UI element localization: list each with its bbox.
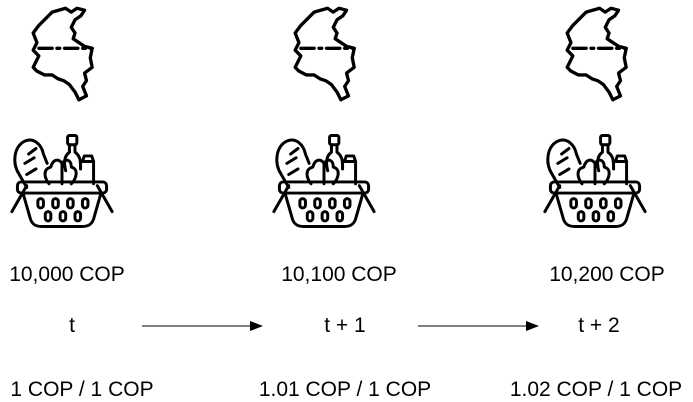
period-column-t2: 10,200 COP t + 2 1.02 COP / 1 COP xyxy=(510,0,693,401)
colombia-map-icon xyxy=(565,6,628,102)
period-column-t: 10,000 COP t 1 COP / 1 COP xyxy=(0,0,200,401)
period-column-t1: 10,100 COP t + 1 1.01 COP / 1 COP xyxy=(259,0,470,401)
colombia-map-icon xyxy=(31,6,94,102)
basket-price: 10,100 COP xyxy=(281,263,397,286)
grocery-basket-icon xyxy=(543,134,647,228)
time-label: t + 2 xyxy=(578,314,620,337)
right-arrow-icon xyxy=(142,321,263,331)
basket-price: 10,000 COP xyxy=(9,263,125,286)
grocery-basket-icon xyxy=(10,134,114,228)
right-arrow-icon xyxy=(418,321,539,331)
exchange-ratio: 1.01 COP / 1 COP xyxy=(258,378,432,401)
exchange-ratio: 1.02 COP / 1 COP xyxy=(509,378,683,401)
time-label: t xyxy=(69,314,75,337)
exchange-ratio: 1 COP / 1 COP xyxy=(10,378,154,401)
basket-price: 10,200 COP xyxy=(549,263,665,286)
grocery-basket-icon xyxy=(272,134,376,228)
colombia-map-icon xyxy=(293,6,356,102)
time-label: t + 1 xyxy=(324,314,366,337)
